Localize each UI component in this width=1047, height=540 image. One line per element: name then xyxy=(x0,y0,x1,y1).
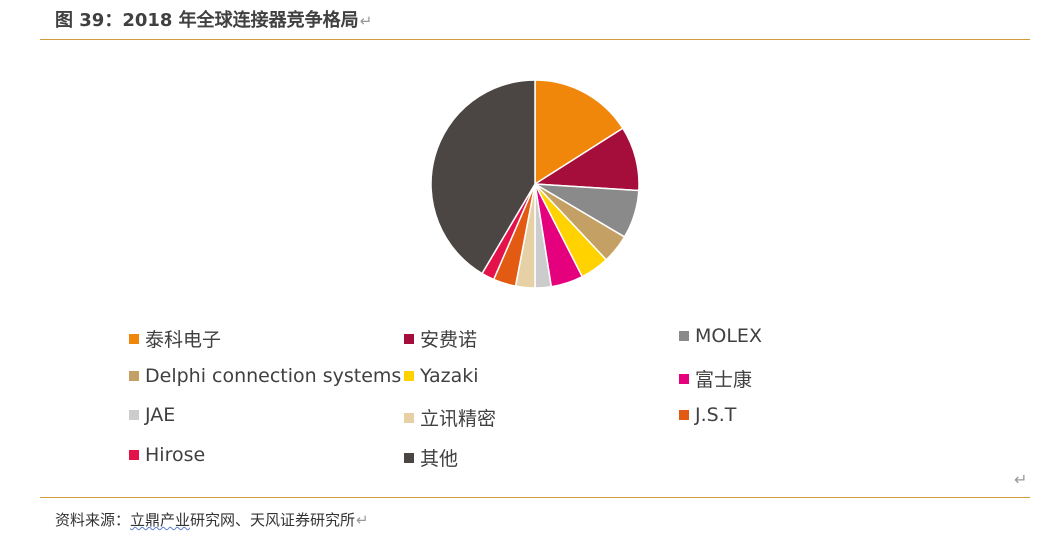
top-divider xyxy=(40,39,1030,40)
legend-item-1: 安费诺 xyxy=(404,325,477,352)
legend-item-2: MOLEX xyxy=(679,325,762,347)
legend-swatch xyxy=(129,333,139,344)
legend-item-6: JAE xyxy=(129,404,175,426)
legend-swatch xyxy=(404,333,414,344)
legend-swatch xyxy=(679,331,689,341)
legend-item-0: 泰科电子 xyxy=(129,325,221,352)
legend-label: 安费诺 xyxy=(420,329,478,351)
source-label: 资料来源： xyxy=(55,511,131,529)
source-note: 资料来源：立鼎产业研究网、天风证券研究所↵ xyxy=(55,509,369,530)
legend-label: 富士康 xyxy=(695,369,753,391)
legend-swatch xyxy=(404,452,414,463)
source-return-mark: ↵ xyxy=(356,511,369,529)
pie-chart xyxy=(430,79,640,289)
source-rest: 研究网、天风证券研究所 xyxy=(190,511,356,529)
legend-item-10: 其他 xyxy=(404,444,458,471)
legend-swatch xyxy=(404,371,414,381)
legend-label: 立讯精密 xyxy=(420,408,497,430)
return-mark: ↵ xyxy=(359,12,373,30)
legend-label: 其他 xyxy=(420,448,459,470)
legend-item-4: Yazaki xyxy=(404,365,479,387)
legend-label: J.S.T xyxy=(695,404,737,426)
legend-label: Delphi connection systems xyxy=(145,365,402,387)
legend-swatch xyxy=(679,410,689,420)
legend-swatch xyxy=(404,412,414,423)
source-underlined: 立鼎产业 xyxy=(130,511,191,529)
legend-item-7: 立讯精密 xyxy=(404,404,496,431)
legend-label: Hirose xyxy=(145,444,206,466)
legend-item-8: J.S.T xyxy=(679,404,736,426)
legend-label: Yazaki xyxy=(420,365,479,387)
legend-swatch xyxy=(129,410,139,420)
pie-slice-10 xyxy=(430,79,536,275)
legend-label: JAE xyxy=(145,404,176,426)
figure-title-text: 图 39：2018 年全球连接器竞争格局 xyxy=(55,10,359,31)
bottom-divider xyxy=(40,497,1030,498)
legend-label: MOLEX xyxy=(695,325,762,347)
legend-swatch xyxy=(129,450,139,460)
legend-item-3: Delphi connection systems xyxy=(129,365,401,387)
figure-title: 图 39：2018 年全球连接器竞争格局↵ xyxy=(55,6,372,32)
return-mark-right: ↵ xyxy=(1014,470,1028,489)
legend-item-5: 富士康 xyxy=(679,365,752,392)
legend-swatch xyxy=(129,371,139,381)
legend-label: 泰科电子 xyxy=(145,329,222,351)
legend-item-9: Hirose xyxy=(129,444,205,466)
pie-slice-0 xyxy=(534,79,624,186)
legend-swatch xyxy=(679,373,689,384)
